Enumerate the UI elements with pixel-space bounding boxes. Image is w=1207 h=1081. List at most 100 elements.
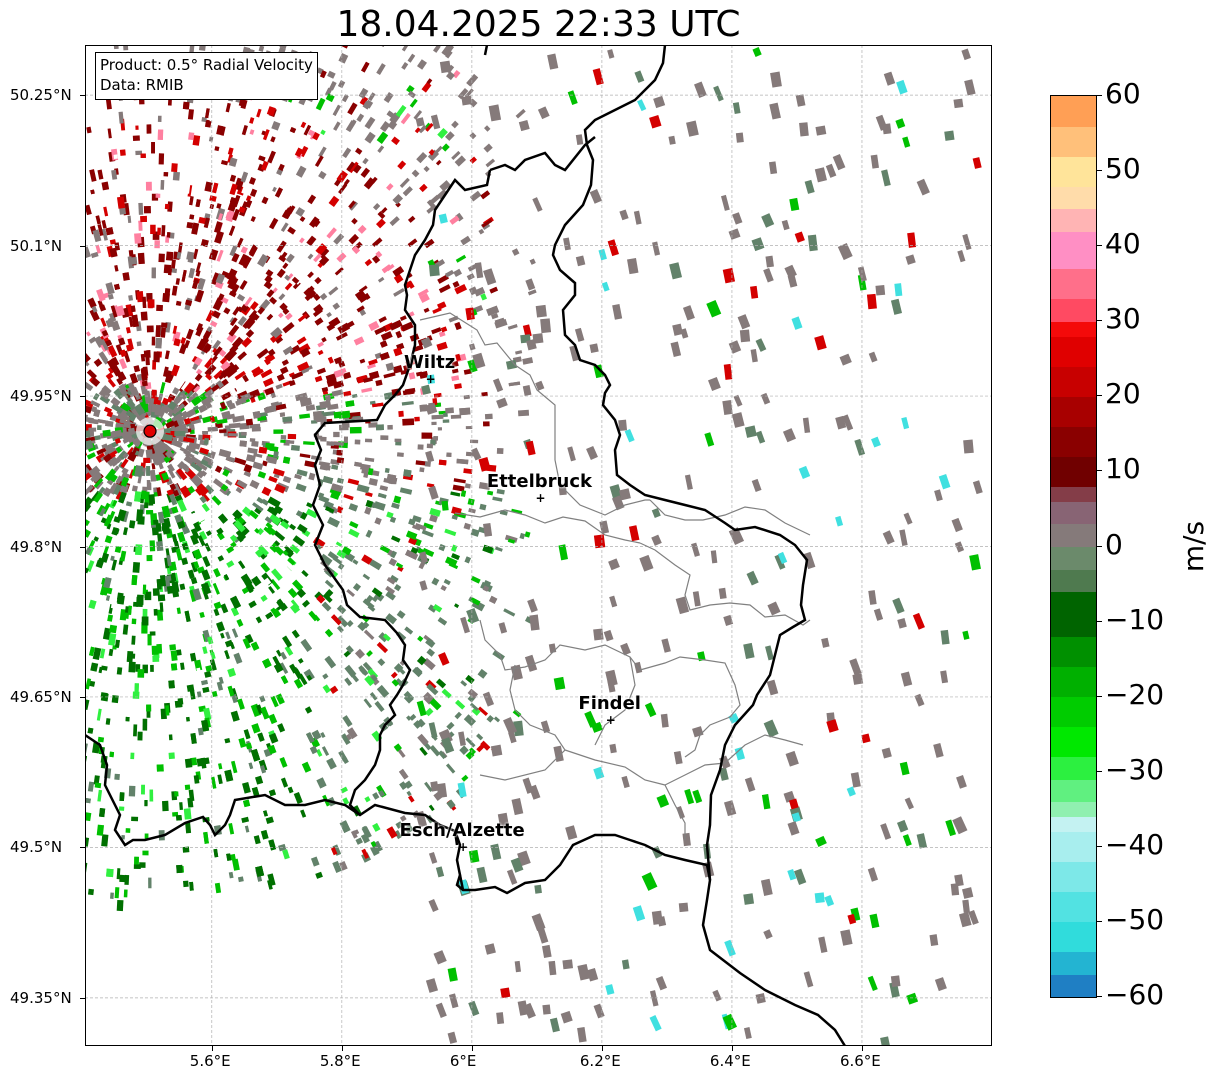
velocity-echo-cell	[327, 356, 334, 364]
velocity-echo-cell	[469, 190, 482, 202]
velocity-echo-cell	[414, 416, 420, 422]
velocity-echo-cell	[355, 837, 363, 845]
velocity-echo-cell	[276, 373, 285, 382]
velocity-echo-cell	[255, 616, 263, 624]
x-tick-label: 6.6°E	[839, 1052, 881, 1070]
velocity-echo-cell	[534, 884, 542, 894]
velocity-echo-cell	[440, 585, 447, 592]
velocity-echo-cell	[391, 136, 400, 146]
velocity-echo-cell	[469, 156, 477, 164]
velocity-echo-cell	[393, 288, 405, 297]
velocity-echo-cell	[454, 283, 468, 295]
velocity-echo-cell	[128, 785, 136, 797]
velocity-echo-cell	[183, 880, 189, 888]
velocity-echo-cell	[134, 450, 140, 456]
velocity-echo-cell	[301, 569, 309, 578]
colorbar-tick-mark	[1096, 920, 1102, 922]
velocity-echo-cell	[255, 775, 264, 785]
velocity-echo-cell	[310, 420, 318, 424]
velocity-echo-cell	[161, 505, 171, 519]
velocity-echo-cell	[85, 518, 90, 527]
velocity-echo-cell	[621, 959, 630, 970]
velocity-echo-cell	[267, 744, 277, 755]
velocity-echo-cell	[425, 402, 438, 415]
velocity-echo-cell	[395, 201, 401, 208]
velocity-echo-cell	[377, 658, 386, 667]
velocity-echo-cell	[453, 268, 463, 278]
velocity-echo-cell	[241, 816, 250, 824]
velocity-echo-cell	[179, 802, 183, 810]
velocity-echo-cell	[287, 587, 298, 599]
velocity-echo-cell	[413, 110, 423, 120]
chart-title: 18.04.2025 22:33 UTC	[336, 4, 741, 45]
velocity-echo-cell	[249, 117, 255, 124]
velocity-echo-cell	[657, 916, 667, 927]
velocity-echo-cell	[954, 874, 964, 887]
velocity-echo-cell	[273, 429, 284, 434]
velocity-echo-cell	[272, 287, 278, 293]
velocity-echo-cell	[303, 668, 315, 682]
velocity-echo-cell	[286, 194, 297, 207]
radar-map[interactable]	[85, 45, 992, 1046]
velocity-echo-cell	[393, 347, 403, 357]
velocity-echo-cell	[515, 350, 523, 355]
velocity-echo-cell	[446, 799, 456, 809]
velocity-echo-cell	[113, 283, 121, 291]
colorbar-tick-label: 0	[1105, 527, 1123, 561]
velocity-echo-cell	[735, 132, 744, 143]
velocity-echo-cell	[90, 189, 95, 195]
velocity-echo-cell	[479, 503, 487, 511]
velocity-echo-cell	[147, 482, 152, 491]
velocity-echo-cell	[118, 491, 127, 504]
velocity-echo-cell	[344, 677, 352, 686]
velocity-echo-cell	[156, 541, 164, 552]
velocity-echo-cell	[227, 685, 235, 697]
velocity-echo-cell	[321, 337, 327, 343]
velocity-echo-cell	[387, 549, 394, 557]
velocity-echo-cell	[217, 555, 225, 562]
velocity-echo-cell	[746, 570, 759, 586]
velocity-echo-cell	[279, 45, 288, 49]
velocity-echo-cell	[193, 385, 201, 393]
velocity-echo-cell	[171, 506, 179, 514]
velocity-echo-cell	[782, 428, 797, 443]
velocity-echo-cell	[661, 638, 671, 653]
velocity-echo-cell	[840, 929, 853, 946]
velocity-echo-cell	[137, 252, 145, 265]
velocity-echo-cell	[165, 251, 174, 261]
velocity-echo-cell	[609, 595, 618, 608]
velocity-echo-cell	[98, 388, 111, 400]
velocity-echo-cell	[303, 441, 315, 446]
velocity-echo-cell	[162, 366, 169, 377]
velocity-echo-cell	[101, 228, 108, 241]
velocity-echo-cell	[584, 710, 597, 728]
colorbar-segment	[1051, 523, 1096, 547]
velocity-echo-cell	[161, 397, 170, 406]
velocity-echo-cell	[101, 385, 112, 396]
velocity-echo-cell	[569, 345, 579, 362]
velocity-echo-cell	[174, 431, 186, 437]
velocity-echo-cell	[90, 377, 101, 387]
velocity-echo-cell	[134, 544, 143, 556]
velocity-echo-cell	[386, 183, 394, 191]
velocity-echo-cell	[260, 160, 269, 171]
velocity-echo-cell	[407, 238, 418, 248]
velocity-echo-cell	[307, 194, 317, 205]
velocity-echo-cell	[372, 237, 383, 248]
y-tick-mark	[80, 95, 85, 97]
velocity-echo-cell	[376, 684, 390, 698]
velocity-echo-cell	[193, 561, 200, 569]
velocity-echo-cell	[238, 560, 246, 570]
velocity-echo-cell	[240, 392, 252, 402]
velocity-echo-cell	[668, 135, 676, 145]
velocity-echo-cell	[651, 534, 662, 546]
velocity-echo-cell	[728, 228, 741, 240]
velocity-echo-cell	[633, 210, 642, 225]
velocity-echo-cell	[553, 676, 566, 691]
velocity-echo-cell	[491, 313, 499, 320]
velocity-echo-cell	[265, 405, 277, 411]
velocity-echo-cell	[174, 791, 179, 797]
velocity-echo-cell	[419, 467, 425, 473]
velocity-echo-cell	[743, 642, 755, 659]
velocity-echo-cell	[159, 575, 166, 587]
